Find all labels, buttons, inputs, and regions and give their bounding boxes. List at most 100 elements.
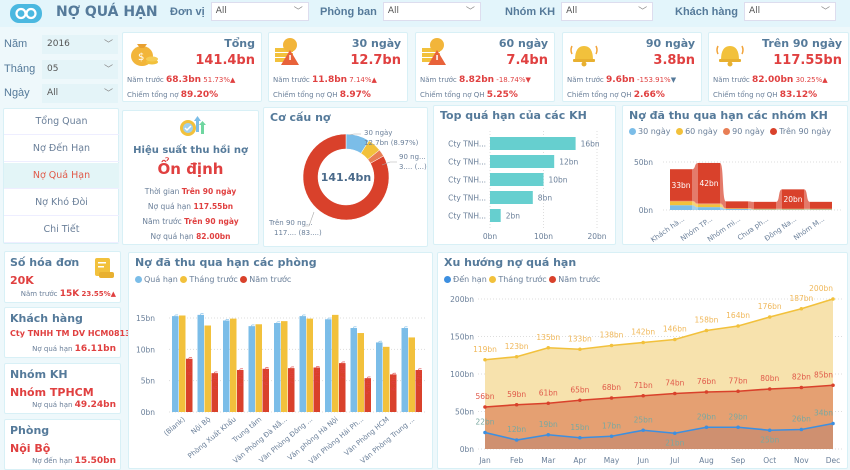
up-arrow-icon: ▲ bbox=[371, 76, 377, 84]
kpi-card: Trên 90 ngày 117.55bn Năm trước 82.00bn … bbox=[708, 32, 849, 102]
legend-item[interactable]: Tháng trước bbox=[489, 275, 547, 284]
slice-label: 3.... (...) bbox=[399, 163, 427, 171]
kpi-title: Tổng bbox=[224, 37, 255, 50]
data-label: 7.1bn bbox=[314, 366, 322, 385]
month-dropdown[interactable]: 05 ﹀ bbox=[42, 60, 118, 79]
badge-icon bbox=[180, 116, 206, 136]
data-label: 146bn bbox=[663, 325, 687, 334]
y-tick-label: 100bn bbox=[450, 370, 474, 379]
bar bbox=[350, 328, 357, 412]
bar bbox=[415, 370, 422, 412]
filter-don-vi-dropdown[interactable]: All ﹀ bbox=[210, 2, 309, 21]
series-line bbox=[484, 422, 834, 441]
legend-item[interactable]: Trên 90 ngày bbox=[770, 126, 831, 137]
donut-chart: 141.4bn 30 ngày 12.7bn (8.97%) 90 ng... 3...… bbox=[268, 129, 427, 237]
data-point bbox=[704, 425, 709, 430]
y-tick-label: 50bn bbox=[455, 408, 474, 417]
filter-phong-ban-dropdown[interactable]: All ﹀ bbox=[382, 2, 481, 21]
data-label: 119bn bbox=[473, 345, 497, 354]
up-arrow-icon: ▲ bbox=[822, 76, 828, 84]
slice-label: 30 ngày bbox=[364, 129, 392, 137]
dropdown-value: All bbox=[566, 6, 578, 16]
bar bbox=[248, 326, 255, 412]
nav-menu: Tổng Quan Nợ Đến Hạn Nợ Quá Hạn Nợ Khó Đ… bbox=[3, 108, 119, 244]
legend-item[interactable]: Năm trước bbox=[240, 275, 291, 284]
legend-item[interactable]: Đến hạn bbox=[444, 275, 487, 284]
kpi-card: 30 ngày 12.7bn Năm trước 11.8bn 7.14%▲ C… bbox=[268, 32, 408, 102]
bar bbox=[230, 318, 237, 412]
card-value: Nhóm TPHCM bbox=[10, 386, 94, 399]
area-segment bbox=[726, 201, 748, 209]
header-bar: NỢ QUÁ HẠN Đơn vị All ﹀ Phòng ban All ﹀ Nh… bbox=[0, 0, 850, 27]
month-label: Tháng bbox=[4, 63, 36, 75]
data-label: 85bn bbox=[814, 370, 833, 379]
x-tick-label: Apr bbox=[573, 456, 587, 465]
year-dropdown[interactable]: 2016 ﹀ bbox=[42, 35, 118, 54]
dropdown-value: 2016 bbox=[47, 39, 70, 49]
legend-item[interactable]: 60 ngày bbox=[676, 126, 718, 137]
day-dropdown[interactable]: All ﹀ bbox=[42, 84, 118, 103]
chart-title: Cơ cấu nợ bbox=[270, 111, 331, 124]
year-label: Năm bbox=[4, 38, 28, 50]
kpi-share: Chiếm tổng nợ QH 5.25% bbox=[420, 90, 518, 100]
svg-text:$: $ bbox=[138, 52, 144, 63]
area-segment bbox=[698, 203, 720, 205]
nav-chi-tiet[interactable]: Chi Tiết bbox=[4, 217, 119, 243]
performance-row: Nợ quá hạn 117.55bn bbox=[147, 202, 234, 211]
card-subtext: Năm trước 15K 23.55%▲ bbox=[20, 289, 116, 299]
legend-item[interactable]: 90 ngày bbox=[723, 126, 765, 137]
data-point bbox=[483, 430, 487, 435]
data-point bbox=[831, 421, 835, 426]
nav-no-den-han[interactable]: Nợ Đến Hạn bbox=[4, 136, 119, 162]
legend-item[interactable]: 30 ngày bbox=[629, 126, 671, 137]
area-ribbon bbox=[748, 208, 754, 210]
x-tick-label: Feb bbox=[510, 456, 524, 465]
bar bbox=[299, 316, 306, 412]
bar bbox=[357, 333, 364, 412]
legend-item[interactable]: Quá hạn bbox=[135, 275, 178, 284]
nav-no-kho-doi[interactable]: Nợ Khó Đòi bbox=[4, 190, 119, 216]
up-arrow-icon: ▲ bbox=[230, 76, 236, 84]
area-ribbon bbox=[776, 189, 782, 209]
bar bbox=[186, 358, 193, 412]
bar bbox=[204, 325, 211, 412]
top-customers-chart: 0bn 10bn 20bn Cty TNH... 16bn Cty TNH... 12bn C… bbox=[448, 131, 607, 241]
chevron-down-icon: ﹀ bbox=[820, 7, 830, 17]
data-label: 15.3bn bbox=[300, 314, 308, 337]
nav-no-qua-han[interactable]: Nợ Quá Hạn bbox=[4, 163, 119, 189]
data-point bbox=[673, 391, 677, 396]
legend-item[interactable]: Năm trước bbox=[549, 275, 600, 284]
x-tick-label: 10bn bbox=[534, 232, 553, 241]
logo-icon bbox=[10, 4, 42, 23]
filter-nhom-kh-dropdown[interactable]: All ﹀ bbox=[561, 2, 654, 21]
x-tick-label: (Blank) bbox=[162, 415, 186, 437]
donut-center-label: 141.4bn bbox=[321, 171, 372, 184]
bar bbox=[197, 314, 204, 412]
data-label: 29bn bbox=[729, 412, 748, 421]
data-point bbox=[514, 354, 519, 359]
kpi-card: $ Tổng 141.4bn Năm trước 68.3bn 51.73%▲ … bbox=[122, 32, 262, 102]
bar bbox=[490, 209, 501, 222]
filter-khach-hang-dropdown[interactable]: All ﹀ bbox=[743, 2, 836, 21]
data-point bbox=[704, 328, 709, 333]
kpi-prev-year: Năm trước 11.8bn 7.14%▲ bbox=[273, 75, 377, 85]
coins-warning-icon bbox=[422, 38, 446, 65]
data-point bbox=[641, 393, 645, 398]
performance-row: Thời gian Trên 90 ngày bbox=[144, 187, 237, 196]
kpi-card: 90 ngày 3.8bn Năm trước 9.6bn -153.91%▼ … bbox=[562, 32, 702, 102]
legend-item[interactable]: Tháng trước bbox=[180, 275, 238, 284]
chevron-down-icon: ﹀ bbox=[103, 40, 113, 50]
data-point bbox=[609, 343, 614, 348]
data-label: 42bn bbox=[699, 179, 718, 188]
x-tick-label: Dec bbox=[826, 456, 841, 465]
chart-title: Nợ đã thu qua hạn các phòng bbox=[135, 256, 317, 269]
nav-tong-quan[interactable]: Tổng Quan bbox=[4, 109, 119, 135]
data-point bbox=[736, 389, 740, 394]
leader-line bbox=[304, 211, 315, 227]
y-tick-label: 0bn bbox=[141, 408, 156, 417]
department-bar-chart: 0bn 5bn 10bn 15bn 15.3bn 8.5bn (Blank) 15.5bn 6.… bbox=[136, 313, 427, 466]
category-label: Cty TNH... bbox=[448, 140, 486, 149]
chevron-down-icon: ﹀ bbox=[465, 7, 475, 17]
data-label: 187bn bbox=[789, 294, 813, 303]
